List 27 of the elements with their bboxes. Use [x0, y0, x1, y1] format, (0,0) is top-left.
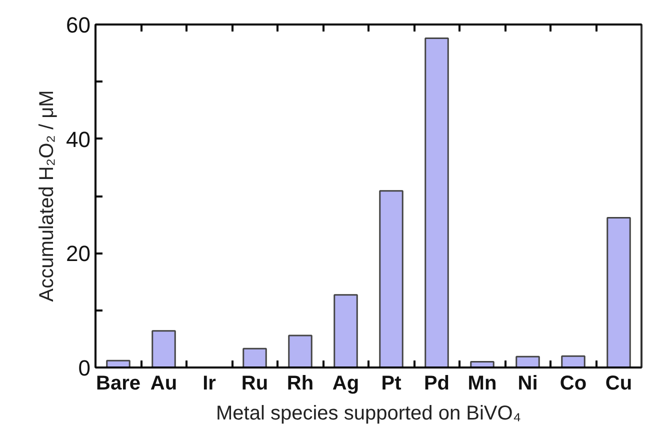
- x-tick-label: Ni: [518, 372, 538, 394]
- y-tick-label: 40: [66, 126, 91, 152]
- x-tick-label: Pt: [381, 372, 402, 394]
- x-tick-label: Au: [150, 372, 178, 394]
- y-axis-title: Accumulated H₂O₂ / μM: [36, 90, 58, 302]
- x-tick-label: Ir: [202, 372, 216, 394]
- bar: [242, 348, 267, 368]
- x-tick-label: Rh: [286, 372, 314, 394]
- x-tick-label: Co: [560, 372, 587, 394]
- y-tick-label: 20: [66, 241, 91, 266]
- x-tick-label: Cu: [605, 372, 632, 394]
- bar: [561, 355, 586, 368]
- x-tick-label: Ag: [332, 372, 360, 394]
- x-tick-label: Ru: [241, 372, 268, 394]
- bar: [424, 37, 449, 368]
- y-tick-label: 60: [66, 12, 91, 38]
- x-tick-label: Mn: [468, 372, 497, 394]
- bar: [334, 294, 358, 368]
- bar: [516, 356, 540, 368]
- y-tick-label: 0: [78, 356, 91, 380]
- bar: [152, 330, 176, 368]
- bar: [288, 334, 312, 368]
- x-axis-title: Metal species supported on BiVO₄: [216, 402, 522, 424]
- bar: [606, 216, 631, 368]
- bar: [379, 190, 404, 368]
- x-tick-label: Bare: [96, 372, 140, 394]
- x-tick-label: Pd: [424, 372, 450, 394]
